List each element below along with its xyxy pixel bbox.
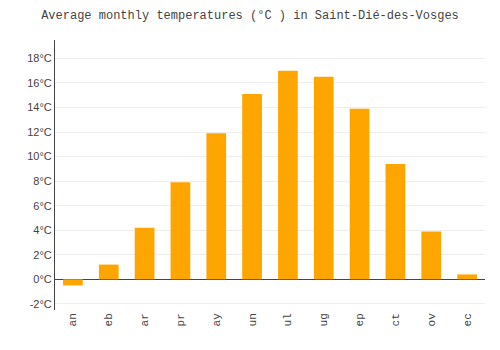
svg-text:14°C: 14°C bbox=[27, 101, 52, 113]
svg-text:Average monthly temperatures (: Average monthly temperatures (°C ) in Sa… bbox=[41, 9, 459, 23]
svg-text:-2°C: -2°C bbox=[30, 298, 52, 310]
svg-text:18°C: 18°C bbox=[27, 52, 52, 64]
svg-text:12°C: 12°C bbox=[27, 126, 52, 138]
svg-text:8°C: 8°C bbox=[33, 175, 52, 187]
svg-text:ug: ug bbox=[318, 313, 330, 326]
svg-text:an: an bbox=[67, 313, 79, 326]
svg-text:4°C: 4°C bbox=[33, 224, 52, 236]
svg-text:ec: ec bbox=[462, 313, 474, 326]
svg-text:ar: ar bbox=[139, 313, 151, 326]
svg-text:6°C: 6°C bbox=[33, 200, 52, 212]
svg-text:ov: ov bbox=[426, 313, 438, 327]
svg-text:ul: ul bbox=[282, 313, 294, 326]
svg-text:eb: eb bbox=[103, 313, 115, 326]
svg-text:ep: ep bbox=[354, 313, 366, 326]
svg-text:10°C: 10°C bbox=[27, 150, 52, 162]
svg-text:2°C: 2°C bbox=[33, 249, 52, 261]
svg-text:pr: pr bbox=[175, 313, 187, 326]
svg-text:16°C: 16°C bbox=[27, 77, 52, 89]
svg-text:0°C: 0°C bbox=[33, 273, 52, 285]
svg-text:ay: ay bbox=[211, 313, 223, 327]
svg-text:ct: ct bbox=[390, 313, 402, 326]
svg-text:un: un bbox=[247, 313, 259, 326]
